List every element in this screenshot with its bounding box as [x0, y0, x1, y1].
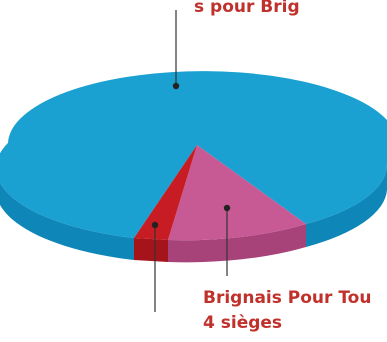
leader-dot-top: [172, 82, 180, 90]
slice-top-blue: [0, 71, 387, 238]
pink-slice-label: Brignais Pour Tou: [203, 288, 371, 308]
slice-top-red: [134, 145, 197, 240]
slice-side-pink: [168, 224, 306, 263]
top-slice-label: s pour Brig: [194, 0, 300, 17]
leader-dot-red: [151, 221, 159, 229]
pink-slice-value: 4 sièges: [203, 313, 282, 333]
slice-side-blue: [0, 143, 134, 260]
slice-side-red: [134, 238, 168, 262]
leader-dot-pink: [223, 204, 231, 212]
slice-top-pink: [168, 145, 306, 241]
slice-side-blue-right: [306, 165, 387, 247]
